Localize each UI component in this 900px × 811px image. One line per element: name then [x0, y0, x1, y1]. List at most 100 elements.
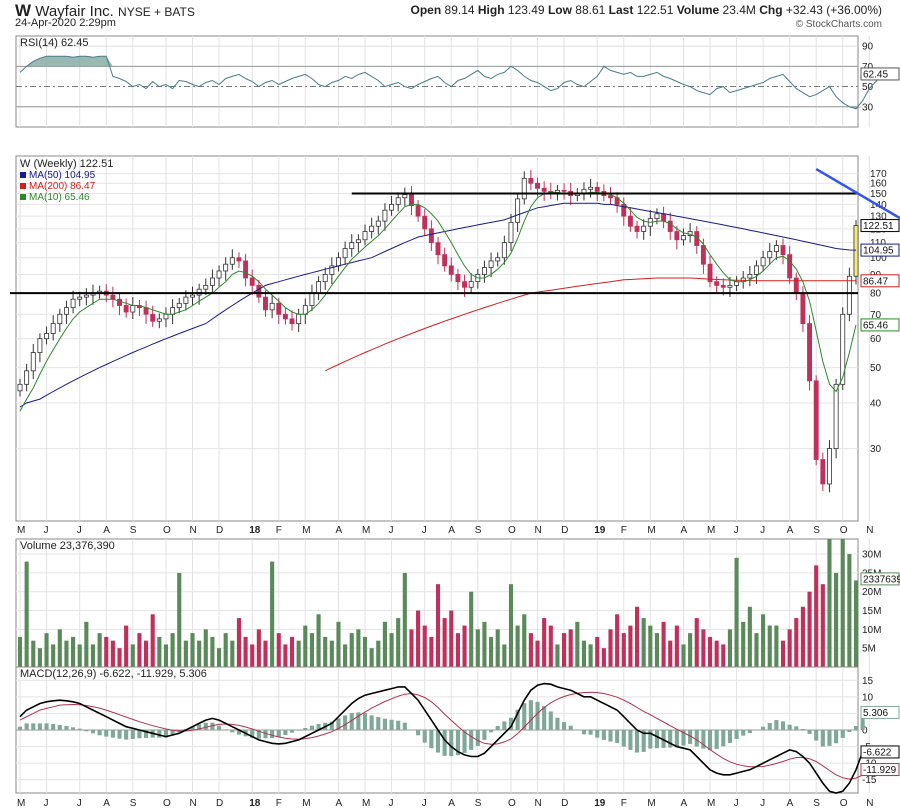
- candle-body: [150, 313, 156, 322]
- candle-body: [263, 296, 268, 311]
- macd-histogram-bar: [110, 730, 115, 738]
- macd-histogram-bar: [754, 729, 759, 731]
- candle-body: [223, 263, 229, 272]
- macd-histogram-bar: [31, 723, 36, 730]
- candle-body: [50, 323, 56, 334]
- candle-body: [747, 274, 753, 279]
- volume-bar: [137, 633, 142, 667]
- volume-bar: [674, 625, 679, 667]
- candle-body: [355, 239, 361, 244]
- candle-body: [203, 284, 209, 290]
- candle-body: [807, 323, 813, 382]
- candle-body: [681, 235, 686, 241]
- price-last-label-box: [860, 219, 900, 233]
- volume-bar: [641, 618, 646, 667]
- macd-histogram-bar: [416, 730, 421, 736]
- time-axis-label: D: [561, 525, 568, 536]
- volume-bar: [389, 633, 394, 667]
- candle-body: [501, 242, 507, 259]
- macd-histogram-bar: [741, 730, 746, 736]
- volume-bar: [362, 636, 368, 667]
- candle-body: [840, 313, 846, 385]
- macd-histogram-bar: [542, 706, 547, 730]
- time-axis-label-bottom: O: [508, 798, 516, 809]
- volume-bar: [853, 580, 859, 667]
- candle-body: [123, 305, 129, 313]
- time-axis-label: O: [163, 525, 171, 536]
- time-axis-label-bottom: J: [44, 798, 49, 809]
- time-axis-label: A: [787, 525, 794, 536]
- candle-body: [190, 294, 195, 298]
- volume-bar: [568, 629, 573, 667]
- volume-bar: [741, 621, 746, 667]
- candle-body: [276, 302, 282, 315]
- macd-histogram-bar: [250, 730, 255, 738]
- volume-bar: [827, 539, 832, 667]
- volume-bar: [489, 636, 494, 667]
- time-axis-label: 19: [594, 525, 606, 536]
- macd-histogram-bar: [528, 700, 533, 730]
- macd-histogram-bar: [489, 730, 494, 733]
- price-tick-label: 130: [870, 212, 887, 223]
- time-axis-label-bottom: J: [734, 798, 739, 809]
- ticker-title: W Wayfair Inc. NYSE + BATS: [15, 1, 195, 21]
- volume-bar: [681, 644, 686, 667]
- candle-body: [30, 352, 36, 372]
- rsi-tick-label: 90: [862, 42, 874, 53]
- candle-body: [820, 459, 826, 485]
- candle-body: [256, 284, 262, 298]
- candle-body: [409, 194, 414, 206]
- rsi-panel[interactable]: [15, 35, 859, 128]
- candle-body: [163, 313, 169, 320]
- candle-body: [588, 186, 594, 190]
- volume-bar: [442, 618, 447, 667]
- macd-histogram-bar: [104, 730, 109, 737]
- rsi-last-label-box: [860, 67, 900, 81]
- volume-bar: [522, 614, 527, 667]
- volume-bar: [615, 614, 620, 667]
- macd-histogram-bar: [628, 730, 633, 750]
- open-value: 89.14: [444, 3, 475, 17]
- candle-body: [654, 213, 660, 220]
- price-last-label-box: [860, 318, 900, 332]
- macd-histogram-bar: [787, 724, 792, 730]
- chart-header: W Wayfair Inc. NYSE + BATS 24-Apr-2020 2…: [0, 0, 900, 34]
- volume-last-label-box: [860, 572, 900, 586]
- volume-bar: [157, 636, 162, 667]
- macd-histogram-bar: [137, 730, 142, 739]
- volume-bar: [77, 644, 82, 667]
- volume-bar: [270, 561, 275, 667]
- volume-bar: [535, 640, 540, 667]
- macd-histogram-bar: [548, 711, 553, 730]
- candle-body: [176, 302, 182, 309]
- volume-bar: [482, 621, 487, 667]
- macd-histogram-bar: [654, 730, 660, 749]
- macd-histogram-bar: [97, 730, 102, 736]
- macd-histogram-bar: [51, 724, 56, 730]
- candle-body: [183, 296, 189, 304]
- volume-bar: [104, 636, 109, 667]
- candle-body: [661, 213, 667, 222]
- macd-histogram-bar: [296, 730, 301, 731]
- price-tick-label: 70: [870, 310, 882, 321]
- candle-body: [727, 284, 733, 288]
- candle-body: [156, 318, 162, 322]
- candle-body: [561, 189, 567, 192]
- candle-body: [853, 225, 859, 277]
- price-tick-label: 60: [870, 334, 882, 345]
- macd-histogram-bar: [77, 728, 82, 730]
- volume-bar: [774, 625, 779, 667]
- time-axis-label-bottom: M: [707, 798, 715, 809]
- time-axis-label: J: [389, 525, 394, 536]
- macd-histogram-bar: [124, 730, 129, 740]
- time-axis-label: O: [840, 525, 848, 536]
- candle-body: [462, 281, 467, 288]
- macd-histogram-bar: [661, 730, 666, 748]
- macd-histogram-bar: [588, 730, 593, 735]
- time-axis-label-bottom: 19: [594, 798, 606, 809]
- macd-histogram-bar: [57, 725, 62, 730]
- macd-histogram-bar: [688, 730, 693, 744]
- macd-histogram-bar: [555, 717, 560, 730]
- macd-histogram-bar: [780, 721, 786, 730]
